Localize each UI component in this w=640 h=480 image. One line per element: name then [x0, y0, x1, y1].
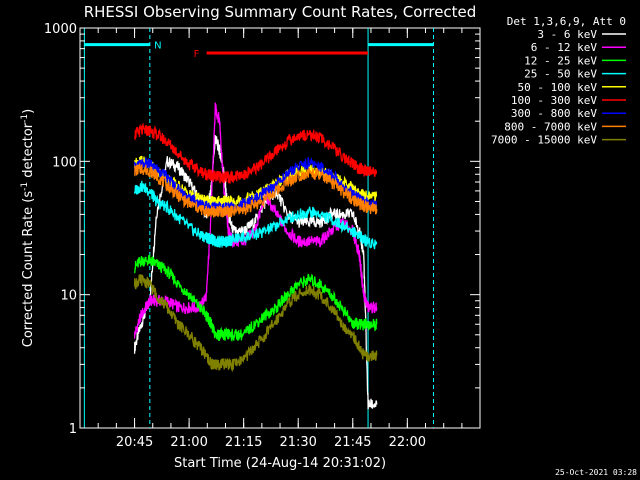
- x-tick-label: 21:30: [279, 435, 316, 450]
- x-tick-label: 21:00: [170, 435, 207, 450]
- y-tick-label: 1000: [44, 22, 77, 37]
- legend-label: 300 - 800 keV: [511, 107, 597, 120]
- legend-label: 6 - 12 keV: [531, 41, 598, 54]
- series-line: [134, 163, 378, 218]
- y-label-text: detector: [21, 122, 36, 182]
- y-tick-label: 10: [60, 289, 77, 304]
- legend-label: 800 - 7000 keV: [504, 120, 597, 133]
- y-axis: 1 10 100 1000: [44, 22, 480, 437]
- footer-timestamp: 25-Oct-2021 03:28: [555, 468, 637, 477]
- x-tick-label: 21:15: [225, 435, 262, 450]
- y-label-text: ): [21, 109, 36, 114]
- legend-label: 7000 - 15000 keV: [491, 134, 597, 147]
- x-tick-label: 21:45: [334, 435, 371, 450]
- y-axis-label: Corrected Count Rate (s-1 detector-1): [20, 109, 36, 347]
- x-tick-label: 22:00: [389, 435, 426, 450]
- x-axis: 20:45 21:00 21:15 21:30 21:45 22:00: [79, 28, 463, 450]
- flag-bars: NF: [84, 41, 434, 60]
- series-line: [133, 180, 378, 250]
- x-tick-label: 20:45: [116, 435, 153, 450]
- y-tick-label: 1: [69, 422, 77, 437]
- series-line: [133, 155, 378, 208]
- legend-label: 50 - 100 keV: [518, 81, 598, 94]
- chart-title: RHESSI Observing Summary Count Rates, Co…: [84, 3, 477, 21]
- y-tick-label: 100: [52, 155, 77, 170]
- legend-label: 12 - 25 keV: [524, 54, 597, 67]
- series-layer: [133, 102, 378, 410]
- y-label-text: Corrected Count Rate (s: [21, 191, 36, 348]
- series-line: [133, 122, 378, 184]
- legend-title: Det 1,3,6,9, Att 0: [507, 15, 626, 28]
- y-label-superscript: -1: [20, 114, 30, 123]
- flag-label: N: [154, 41, 161, 52]
- x-axis-label: Start Time (24-Aug-14 20:31:02): [174, 456, 386, 471]
- plot-frame: [79, 27, 481, 429]
- legend-label: 100 - 300 keV: [511, 94, 597, 107]
- series-line: [133, 254, 378, 342]
- flag-label: F: [194, 49, 200, 60]
- legend-label: 25 - 50 keV: [524, 68, 597, 81]
- series-line: [133, 274, 378, 373]
- y-label-superscript: -1: [20, 182, 30, 191]
- legend-label: 3 - 6 keV: [537, 28, 597, 41]
